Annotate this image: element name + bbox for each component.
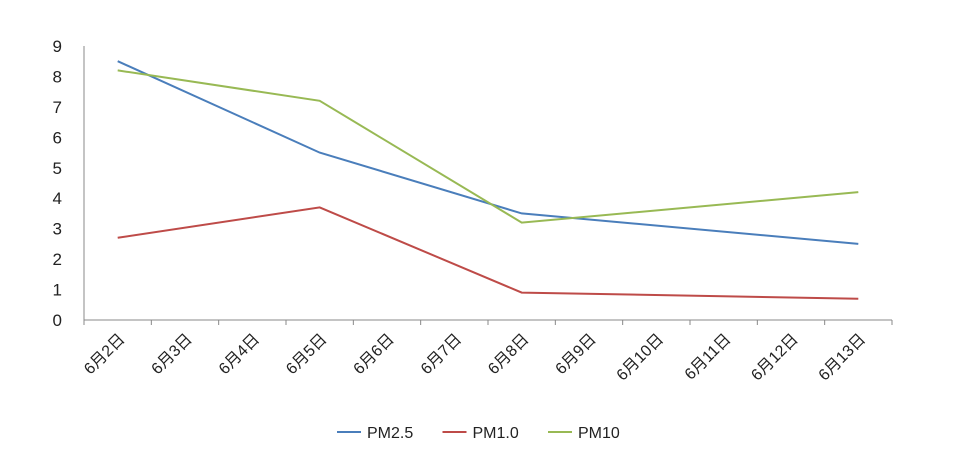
chart-axes <box>83 46 893 325</box>
series-line-pm10 <box>117 69 859 224</box>
x-tick-label: 6月5日 <box>283 331 330 378</box>
x-tick-label: 6月11日 <box>682 331 735 384</box>
legend-label: PM2.5 <box>367 425 413 442</box>
series-lines <box>117 60 859 300</box>
y-tick-label: 1 <box>53 281 62 300</box>
y-tick-label: 2 <box>53 250 62 269</box>
legend-label: PM1.0 <box>473 425 519 442</box>
x-tick-label: 6月6日 <box>351 331 398 378</box>
x-tick-label: 6月10日 <box>614 331 668 385</box>
x-tick-label: 6月2日 <box>81 331 128 378</box>
legend-item: PM1.0 <box>442 425 519 442</box>
y-tick-label: 3 <box>53 220 62 239</box>
legend: PM2.5 PM1.0 PM10 <box>337 425 620 442</box>
series-line-pm10 <box>117 206 859 300</box>
x-tick-label: 6月9日 <box>553 331 600 378</box>
legend-label: PM10 <box>578 425 620 442</box>
y-tick-label: 6 <box>53 128 62 147</box>
x-tick-label: 6月3日 <box>149 331 196 378</box>
y-tick-label: 0 <box>53 311 62 330</box>
y-tick-label: 5 <box>53 159 62 178</box>
series-line-pm25 <box>117 60 859 245</box>
legend-item: PM10 <box>548 425 620 442</box>
y-tick-label: 8 <box>53 67 62 86</box>
x-tick-label: 6月7日 <box>418 331 465 378</box>
x-tick-label: 6月8日 <box>485 331 532 378</box>
y-tick-label: 4 <box>53 189 62 208</box>
x-tick-label: 6月4日 <box>216 331 263 378</box>
x-tick-label: 6月12日 <box>748 331 802 385</box>
legend-item: PM2.5 <box>337 425 413 442</box>
x-axis-ticks: 6月2日 6月3日 6月4日 6月5日 6月6日 6月7日 6月8日 6月9日 6月10日 6月1… <box>81 331 869 385</box>
y-tick-label: 7 <box>53 98 62 117</box>
y-tick-label: 9 <box>53 37 62 56</box>
y-axis-ticks: 0 1 2 3 4 5 6 7 8 9 <box>53 37 62 330</box>
x-tick-label: 6月13日 <box>816 331 870 385</box>
